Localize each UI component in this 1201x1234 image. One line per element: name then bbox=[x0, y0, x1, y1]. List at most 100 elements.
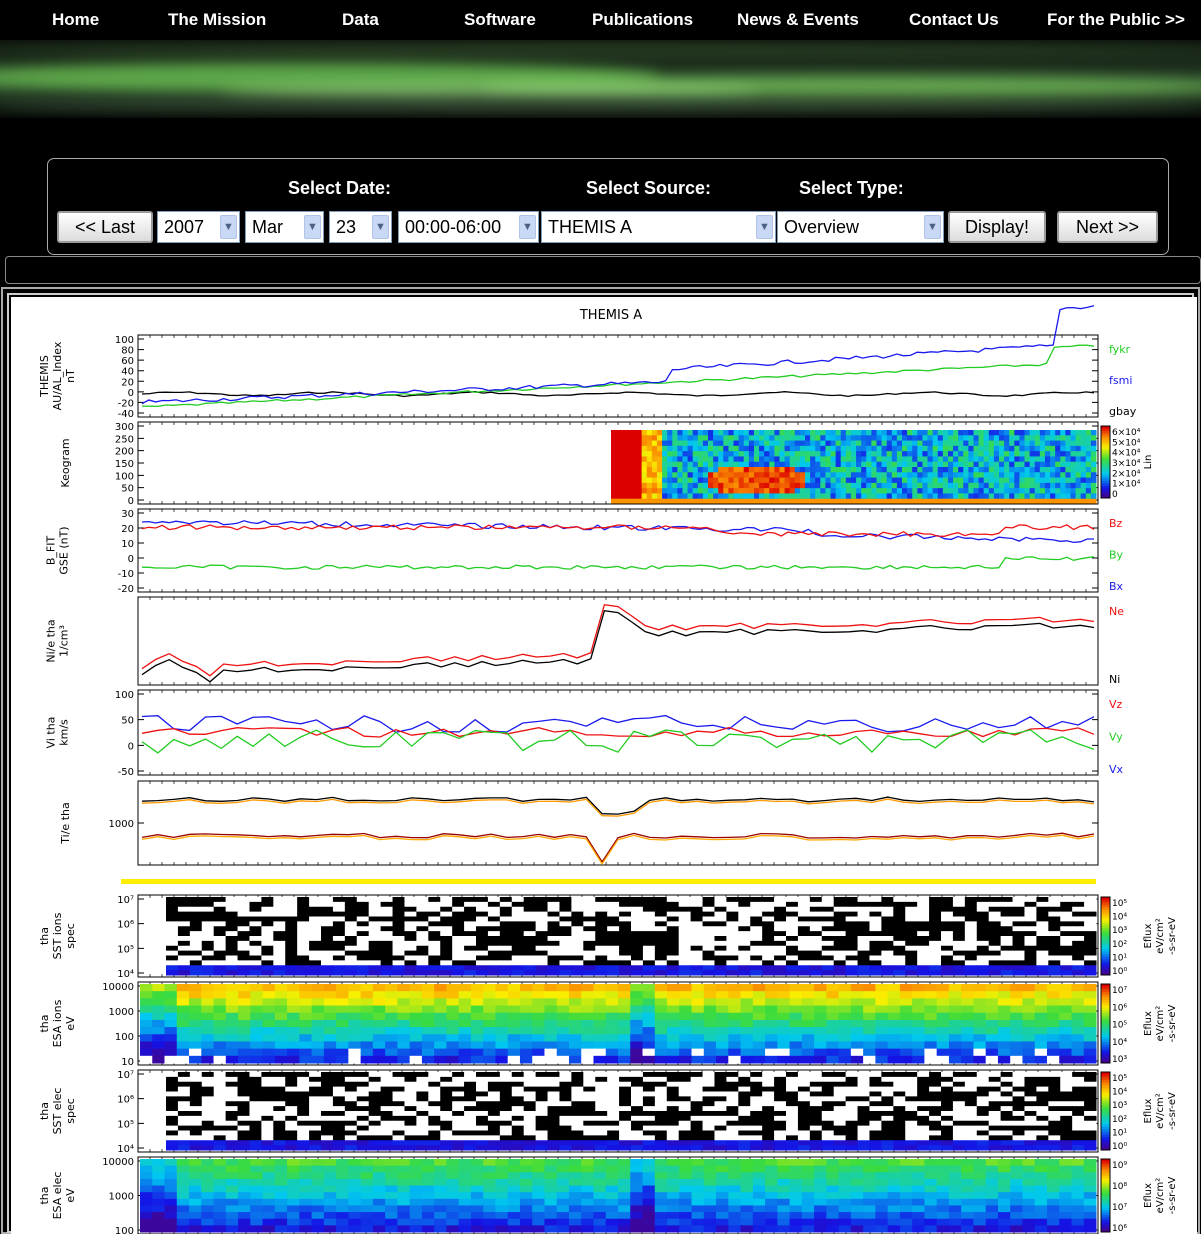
chevron-down-icon[interactable]: ▼ bbox=[304, 215, 321, 239]
panel-2-keogram-cell bbox=[820, 467, 826, 473]
panel-2-keogram-cell bbox=[753, 456, 760, 463]
panel-2-keogram-cell bbox=[718, 498, 724, 505]
panel-2-keogram-cell bbox=[958, 445, 964, 452]
panel-7-spectrogram-cell bbox=[1060, 901, 1073, 908]
year-select[interactable]: 2007 ▼ bbox=[157, 211, 240, 243]
next-button[interactable]: Next >> bbox=[1057, 211, 1158, 243]
nav-software[interactable]: Software bbox=[464, 10, 536, 29]
panel-7-spectrogram-cell bbox=[273, 960, 286, 966]
day-select[interactable]: 23 ▼ bbox=[329, 211, 392, 243]
display-button[interactable]: Display! bbox=[948, 211, 1046, 243]
panel-9-spectrogram-cell bbox=[559, 1145, 572, 1151]
panel-9-spectrogram-cell bbox=[738, 1096, 751, 1102]
panel-7-spectrogram-cell bbox=[964, 901, 978, 908]
nav-news-events[interactable]: News & Events bbox=[737, 10, 859, 29]
panel-2-keogram-cell bbox=[845, 482, 852, 489]
type-select[interactable]: Overview ▼ bbox=[777, 211, 944, 243]
panel-8-spectrogram-cell bbox=[667, 984, 680, 992]
panel-9-spectrogram-cell bbox=[821, 1135, 835, 1141]
panel-7-spectrogram-cell bbox=[213, 901, 227, 908]
panel-7-spectrogram-cell bbox=[642, 950, 656, 956]
panel-7-spectrogram-cell bbox=[368, 906, 382, 913]
chevron-down-icon[interactable]: ▼ bbox=[220, 215, 237, 239]
panel-2-keogram-cell bbox=[1044, 435, 1051, 442]
panel-7-spectrogram-cell bbox=[1024, 936, 1037, 942]
panel-2-keogram-cell bbox=[713, 467, 719, 473]
panel-2-keogram-cell bbox=[845, 461, 852, 468]
panel-2-keogram-cell bbox=[636, 472, 643, 479]
panel-9-spectrogram-cell bbox=[487, 1120, 501, 1127]
panel-7-spectrogram-cell bbox=[905, 960, 918, 966]
panel-10-ylabel: eV bbox=[64, 1188, 77, 1203]
panel-7-spectrogram-cell bbox=[1048, 906, 1061, 913]
nav-the-mission[interactable]: The Mission bbox=[168, 10, 267, 29]
panel-7-spectrogram-cell bbox=[774, 916, 787, 922]
panel-2-keogram-cell bbox=[1080, 498, 1087, 505]
nav-home[interactable]: Home bbox=[52, 10, 100, 29]
panel-2-keogram-cell bbox=[927, 461, 934, 468]
panel-7-spectrogram-cell bbox=[595, 945, 608, 952]
panel-9-spectrogram-cell bbox=[201, 1140, 215, 1146]
panel-2-keogram-cell bbox=[708, 440, 714, 447]
panel-9-spectrogram-cell bbox=[535, 1096, 549, 1102]
panel-8-spectrogram-cell bbox=[642, 1034, 656, 1042]
panel-9-spectrogram-cell bbox=[845, 1145, 859, 1151]
panel-9-spectrogram-cell bbox=[177, 1111, 191, 1117]
panel-8-tick-label: 10000 bbox=[102, 982, 134, 993]
panel-7-spectrogram-cell bbox=[702, 955, 715, 961]
chevron-down-icon[interactable]: ▼ bbox=[924, 215, 941, 239]
panel-9-spectrogram-cell bbox=[750, 1125, 763, 1131]
month-select[interactable]: Mar ▼ bbox=[245, 211, 324, 243]
panel-9-spectrogram-cell bbox=[976, 1115, 990, 1122]
panel-9-spectrogram-cell bbox=[535, 1111, 549, 1117]
chevron-down-icon[interactable]: ▼ bbox=[519, 215, 536, 239]
panel-8-colorbar-band bbox=[1101, 1041, 1110, 1046]
panel-7-spectrogram-cell bbox=[976, 921, 990, 927]
panel-2-keogram-cell bbox=[1039, 430, 1046, 436]
last-button[interactable]: << Last bbox=[57, 211, 153, 243]
panel-7-spectrogram-cell bbox=[368, 936, 382, 942]
panel-9-spectrogram-cell bbox=[535, 1091, 549, 1097]
panel-2-keogram-cell bbox=[896, 467, 903, 473]
panel-2-keogram-cell bbox=[963, 498, 969, 505]
panel-2-keogram-cell bbox=[708, 435, 714, 442]
panel-2-keogram-cell bbox=[753, 477, 760, 484]
nav-for-the-public[interactable]: For the Public >> bbox=[1047, 10, 1185, 29]
panel-8-spectrogram-cell bbox=[826, 1027, 840, 1035]
panel-8-spectrogram-cell bbox=[446, 991, 460, 999]
panel-7-spectrogram-cell bbox=[869, 931, 882, 937]
panel-2-keogram-cell bbox=[845, 477, 852, 484]
panel-9-spectrogram-cell bbox=[452, 1120, 465, 1127]
panel-8-spectrogram-cell bbox=[1083, 984, 1097, 992]
panel-9-spectrogram-cell bbox=[189, 1086, 203, 1092]
nav-publications[interactable]: Publications bbox=[592, 10, 694, 29]
panel-2-keogram-cell bbox=[718, 451, 724, 457]
nav-data[interactable]: Data bbox=[342, 10, 379, 29]
panel-2-keogram-cell bbox=[748, 482, 755, 489]
panel-8-spectrogram-cell bbox=[716, 1034, 729, 1042]
chevron-down-icon[interactable]: ▼ bbox=[372, 215, 389, 239]
panel-9-spectrogram-cell bbox=[905, 1076, 918, 1083]
panel-7-colorbar-band bbox=[1101, 936, 1110, 940]
panel-8-colorbar-band bbox=[1101, 1015, 1110, 1019]
time-range-select[interactable]: 00:00-06:00 ▼ bbox=[398, 211, 539, 243]
panel-7-spectrogram-cell bbox=[607, 960, 620, 966]
nav-contact-us[interactable]: Contact Us bbox=[909, 10, 999, 29]
panel-8-spectrogram-cell bbox=[372, 1034, 386, 1042]
chevron-down-icon[interactable]: ▼ bbox=[756, 215, 773, 239]
panel-2-colorbar-tick: 0 bbox=[1112, 490, 1118, 500]
panel-7-spectrogram-cell bbox=[726, 945, 739, 952]
panel-2-keogram-cell bbox=[1070, 430, 1077, 436]
panel-2-keogram-cell bbox=[672, 461, 678, 468]
panel-2-keogram-cell bbox=[759, 488, 765, 494]
panel-8-spectrogram-cell bbox=[397, 1005, 411, 1014]
panel-2-keogram-cell bbox=[825, 461, 832, 468]
panel-9-spectrogram-cell bbox=[809, 1091, 823, 1097]
source-select[interactable]: THEMIS A ▼ bbox=[541, 211, 776, 243]
panel-7-spectrogram-cell bbox=[523, 921, 537, 927]
panel-7-spectrogram-cell bbox=[774, 926, 787, 932]
panel-2-keogram-cell bbox=[1024, 488, 1031, 494]
panel-9-spectrogram-cell bbox=[726, 1101, 739, 1107]
panel-9-spectrogram-cell bbox=[285, 1106, 298, 1112]
panel-2-keogram-cell bbox=[902, 430, 908, 436]
